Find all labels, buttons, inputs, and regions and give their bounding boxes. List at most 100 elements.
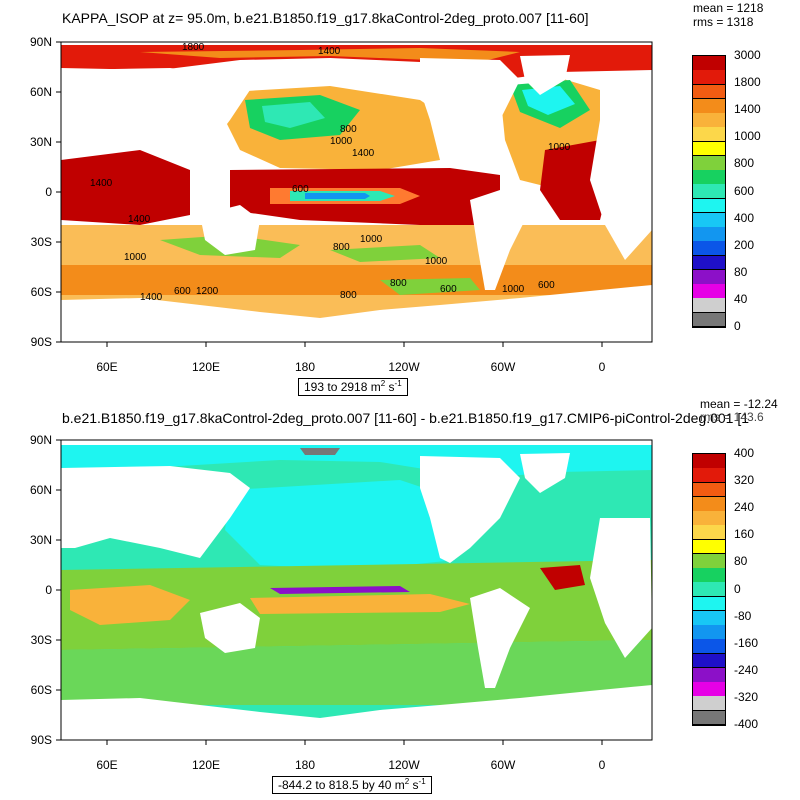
contour-label: 800 [333,242,350,253]
panel2-land-australia [200,603,260,653]
colorbar-swatch [693,56,725,71]
colorbar-label: 3000 [734,48,761,62]
lat-tick: 90N [29,433,52,447]
panel1-atlantic-trop [540,140,610,220]
colorbar-swatch [693,539,725,555]
colorbar-swatch [693,70,725,85]
lat-tick: 60S [30,285,52,299]
colorbar-swatch [693,468,725,483]
panel2-range-label: -844.2 to 818.5 by 40 m2 s-1 [272,776,432,794]
colorbar-swatch [693,84,725,100]
panel2-pacific-orange [250,594,470,614]
colorbar-swatch [693,98,725,114]
colorbar-label: 1800 [734,75,761,90]
contour-label: 1200 [196,286,219,297]
panel1-mean: mean = 1218 [693,1,764,15]
colorbar-swatch [693,496,725,512]
colorbar-swatch [693,710,725,726]
lat-tick: 90S [30,733,52,747]
panel2-land-antarctic [61,685,652,740]
contour-label: 1000 [548,142,571,153]
colorbar-label: -160 [734,635,759,650]
panel1-natlantic-cyan [522,86,575,115]
contour-label: 1400 [128,214,151,225]
contour-label: 1400 [140,292,163,303]
lon-tick: 60E [96,758,118,772]
colorbar-label: 160 [734,527,755,542]
panel1-range-label: 193 to 2918 m2 s-1 [298,378,408,396]
contour-label: 1000 [502,284,525,295]
lat-tick: 0 [45,185,52,199]
colorbar-swatch [693,639,725,655]
lat-tick: 30N [29,135,52,149]
contour-label: 1000 [330,136,353,147]
panel2-land-greenland [520,453,570,493]
colorbar-label: 40 [734,291,748,306]
panel1-map [61,42,652,342]
colorbar-swatch [693,625,725,640]
colorbar-swatch [693,141,725,157]
colorbar-label: 800 [734,156,755,171]
lat-tick: 30S [30,235,52,249]
contour-label: 1400 [352,148,375,159]
colorbar-swatch [693,610,725,626]
lon-tick: 180 [294,758,316,772]
panel1-land-africa [590,120,652,260]
lon-tick: 120E [191,758,221,772]
contour-label: 1000 [425,256,448,267]
panel1-southern-band [61,265,652,295]
contour-label: 600 [538,280,555,291]
colorbar-swatch [693,568,725,583]
colorbar-swatch [693,127,725,143]
colorbar-swatch [693,241,725,257]
colorbar-label: 600 [734,183,755,198]
panel2-indian-orange [70,585,190,625]
panel1-npacific-cyan [262,102,325,128]
panel1-indian-trop [61,150,190,225]
colorbar-swatch [693,113,725,128]
panel1-colorbar [692,55,726,328]
lon-tick: 120E [191,360,221,374]
colorbar-swatch [693,653,725,669]
colorbar-swatch [693,155,725,171]
colorbar-swatch [693,667,725,683]
panel2-map [61,440,652,740]
lat-tick: 0 [45,583,52,597]
colorbar-swatch [693,198,725,214]
panel2-atlantic-red [540,565,585,590]
panel1-southern-green2 [330,245,440,262]
colorbar-swatch [693,682,725,697]
colorbar-swatch [693,696,725,712]
panel1-pacific-eq-blue [305,193,370,199]
colorbar-label: 80 [734,554,748,569]
contour-label: 600 [292,184,309,195]
lon-tick: 120W [388,758,420,772]
panel2-arctic-grey [300,448,340,455]
contour-label: 800 [390,278,407,289]
colorbar-label: 400 [734,446,755,460]
colorbar-label: 80 [734,264,748,279]
panel1-title: KAPPA_ISOP at z= 95.0m, b.e21.B1850.f19_… [62,10,589,26]
panel1-southern-green3 [380,278,480,295]
panel2-mean: mean = -12.24 [700,397,778,411]
contour-label: 800 [340,124,357,135]
lon-tick: 60E [96,360,118,374]
panel1-land-asia [61,68,250,160]
colorbar-swatch [693,184,725,200]
lat-tick: 30S [30,633,52,647]
contour-label: 1400 [90,178,113,189]
contour-label: 1000 [124,252,147,263]
colorbar-swatch [693,454,725,469]
contour-label: 1400 [318,46,341,57]
colorbar-swatch [693,227,725,242]
panel1-antarctic-land [61,285,652,342]
colorbar-swatch [693,511,725,526]
colorbar-swatch [693,284,725,299]
colorbar-label: 200 [734,237,755,252]
colorbar-swatch [693,212,725,228]
panel1-land-samerica [470,190,530,290]
colorbar-label: -320 [734,689,759,704]
panel2-pacific-purple [270,586,410,594]
colorbar-label: 1400 [734,102,761,117]
